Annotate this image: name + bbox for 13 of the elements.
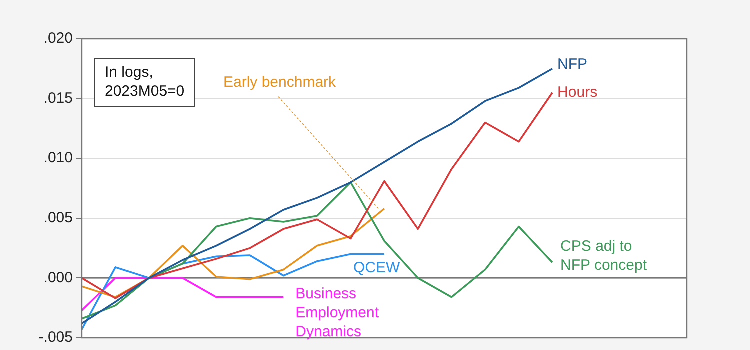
series-label: QCEW: [354, 259, 402, 276]
annotation: In logs, 2023M05=0: [105, 64, 185, 100]
y-tick-label: -.005: [38, 329, 73, 346]
text: Early benchmark: [224, 74, 337, 91]
series-label: Business Employment Dynamics: [296, 285, 380, 340]
y-tick-label: .000: [44, 269, 73, 286]
y-tick-label: .020: [44, 30, 73, 48]
series-label: NFP: [558, 56, 588, 74]
y-tick-label: .010: [44, 150, 73, 167]
series-label: Hours: [558, 84, 598, 101]
y-tick-label: .005: [44, 210, 73, 227]
y-tick-label: .015: [44, 90, 73, 107]
series-label: CPS adj to NFP concept: [560, 238, 648, 274]
